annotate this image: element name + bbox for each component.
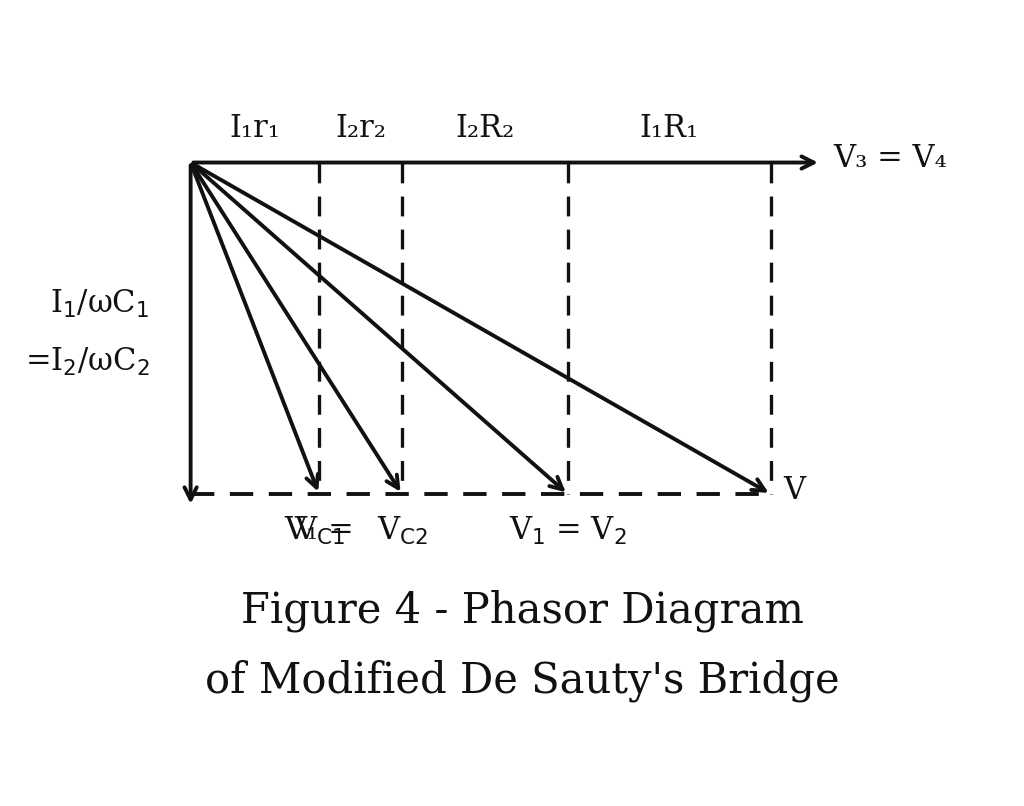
Text: Figure 4 - Phasor Diagram: Figure 4 - Phasor Diagram xyxy=(241,589,804,632)
Text: V₃ = V₄: V₃ = V₄ xyxy=(834,143,947,174)
Text: I₁r₁: I₁r₁ xyxy=(229,114,281,144)
Text: V: V xyxy=(783,475,806,505)
Text: V$_1$ = V$_2$: V$_1$ = V$_2$ xyxy=(509,515,627,547)
Text: =I$_2$/ωC$_2$: =I$_2$/ωC$_2$ xyxy=(25,346,150,377)
Text: of Modified De Sauty's Bridge: of Modified De Sauty's Bridge xyxy=(205,659,840,702)
Text: V₁ =: V₁ = xyxy=(285,515,354,546)
Text: V$_{\mathrm{C2}}$: V$_{\mathrm{C2}}$ xyxy=(377,515,428,547)
Text: I₂R₂: I₂R₂ xyxy=(456,114,515,144)
Text: I₂r₂: I₂r₂ xyxy=(335,114,386,144)
Text: I$_1$/ωC$_1$: I$_1$/ωC$_1$ xyxy=(50,288,150,319)
Text: I₁R₁: I₁R₁ xyxy=(640,114,699,144)
Text: V$_{\mathrm{C1}}$: V$_{\mathrm{C1}}$ xyxy=(294,515,345,547)
